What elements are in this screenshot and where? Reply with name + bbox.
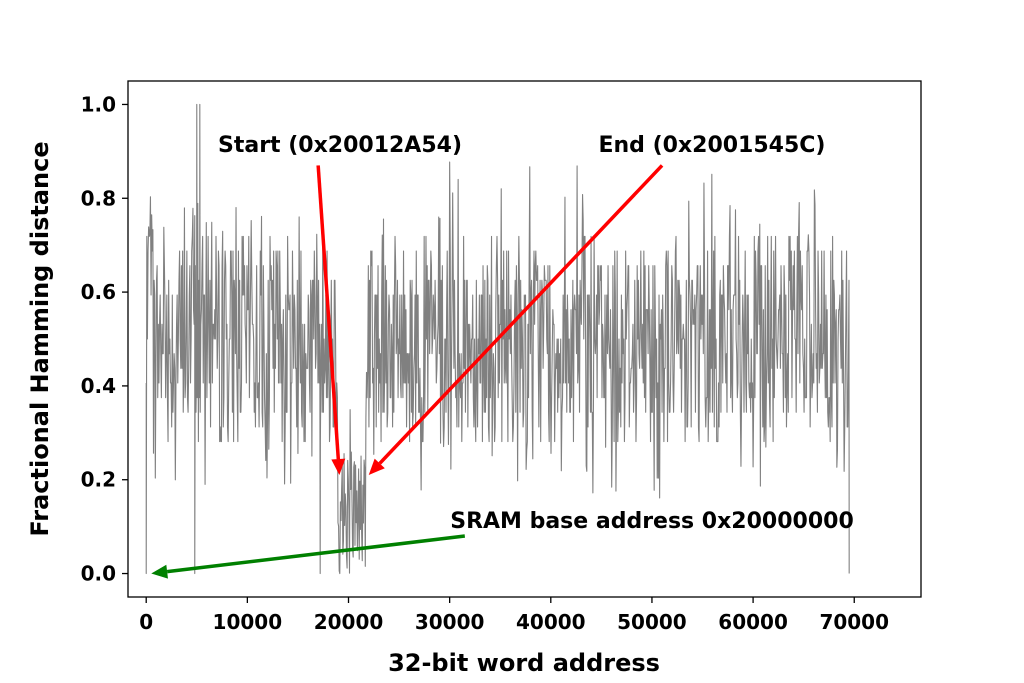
annotation-arrow bbox=[378, 164, 664, 465]
y-axis: 0.0 0.2 0.4 0.6 0.8 1.0 bbox=[81, 92, 128, 586]
plot-frame bbox=[127, 80, 922, 598]
x-tick-label: 60000 bbox=[718, 610, 788, 634]
series-line bbox=[145, 103, 850, 575]
y-tick-label: 0.4 bbox=[81, 374, 116, 398]
annotation-layer: Start (0x20012A54) End (0x2001545C) SRAM b… bbox=[151, 133, 854, 579]
annotation-label: SRAM base address 0x20000000 bbox=[450, 509, 854, 534]
x-tick-label: 70000 bbox=[819, 610, 889, 634]
y-tick-label: 1.0 bbox=[81, 92, 116, 116]
y-tick-label: 0.0 bbox=[81, 562, 116, 586]
y-tick-label: 0.8 bbox=[81, 186, 116, 210]
annotation-label: End (0x2001545C) bbox=[598, 133, 825, 158]
x-tick-label: 50000 bbox=[617, 610, 687, 634]
x-axis: 0 10000 20000 30000 40000 50000 60000 70000 bbox=[139, 597, 889, 634]
annotation-label: Start (0x20012A54) bbox=[218, 133, 462, 158]
x-tick-label: 30000 bbox=[415, 610, 485, 634]
annotation-arrow bbox=[166, 534, 466, 574]
y-tick-label: 0.6 bbox=[81, 280, 116, 304]
annotation-arrowhead bbox=[151, 564, 168, 579]
x-tick-label: 40000 bbox=[516, 610, 586, 634]
y-axis-title: Fractional Hamming distance bbox=[26, 141, 54, 536]
x-axis-title: 32-bit word address bbox=[388, 649, 660, 677]
data-layer bbox=[145, 103, 850, 575]
x-tick-label: 0 bbox=[139, 610, 153, 634]
annotation-arrow bbox=[316, 165, 341, 460]
annotation-arrowhead bbox=[368, 458, 385, 476]
x-tick-label: 20000 bbox=[314, 610, 384, 634]
x-tick-label: 10000 bbox=[213, 610, 283, 634]
annotation-arrowhead bbox=[331, 458, 346, 476]
y-tick-label: 0.2 bbox=[81, 468, 116, 492]
